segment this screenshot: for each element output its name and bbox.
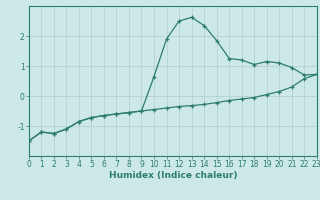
X-axis label: Humidex (Indice chaleur): Humidex (Indice chaleur) bbox=[108, 171, 237, 180]
